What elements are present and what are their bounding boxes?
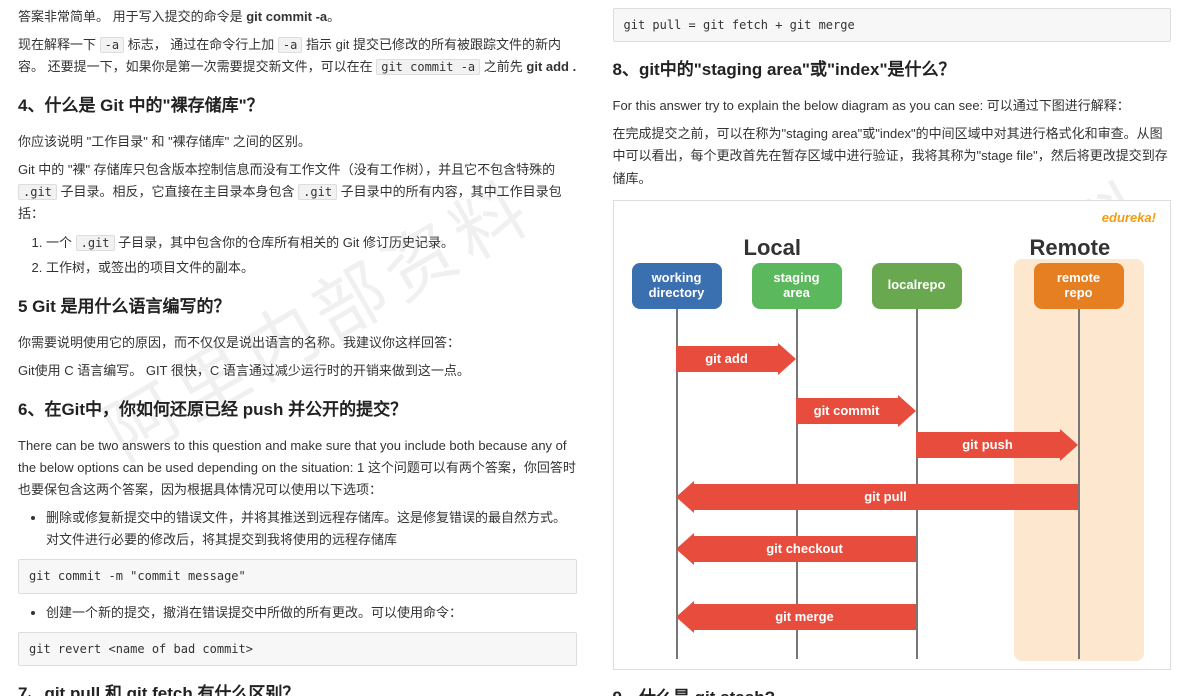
text: 答案非常简单。 用于写入提交的命令是 <box>18 9 246 24</box>
heading-4: 4、什么是 Git 中的"裸存储库"？ <box>18 92 577 121</box>
arrow-label: git push <box>916 432 1060 458</box>
heading-8: 8、git中的"staging area"或"index"是什么？ <box>613 56 1172 85</box>
node-lr: localrepo <box>872 263 962 309</box>
arrow-head-icon <box>898 395 916 427</box>
heading-7: 7、git pull 和 git fetch 有什么区别？ <box>18 680 577 696</box>
arrow-git-pull: git pull <box>676 481 1078 513</box>
code-inline: -a <box>278 37 302 53</box>
list-4: 一个 .git 子目录，其中包含你的仓库所有相关的 Git 修订历史记录。 工作… <box>46 232 577 279</box>
remote-region-label: Remote <box>1030 229 1111 266</box>
p8b: 在完成提交之前，可以在称为"staging area"或"index"的中间区域… <box>613 123 1172 189</box>
arrow-head-icon <box>676 601 694 633</box>
node-rr: remoterepo <box>1034 263 1124 309</box>
arrow-label: git pull <box>694 484 1078 510</box>
code-block-commit: git commit -m "commit message" <box>18 559 577 593</box>
vline-rr <box>1078 309 1080 659</box>
arrow-git-commit: git commit <box>796 395 916 427</box>
p8a: For this answer try to explain the below… <box>613 95 1172 117</box>
intro-line: 答案非常简单。 用于写入提交的命令是 git commit -a。 <box>18 6 577 28</box>
flag-explain: 现在解释一下 -a 标志， 通过在命令行上加 -a 指示 git 提交已修改的所… <box>18 34 577 78</box>
node-sa: stagingarea <box>752 263 842 309</box>
code-inline: .git <box>18 184 57 200</box>
arrow-git-add: git add <box>676 343 796 375</box>
heading-9: 9、什么是 git stash? <box>613 684 1172 696</box>
text: Git 中的 "裸" 存储库只包含版本控制信息而没有工作文件（没有工作树），并且… <box>18 162 555 177</box>
code-inline: .git <box>76 235 115 251</box>
list-item: 删除或修复新提交中的错误文件，并将其推送到远程存储库。这是修复错误的最自然方式。… <box>46 507 577 551</box>
p4b: Git 中的 "裸" 存储库只包含版本控制信息而没有工作文件（没有工作树），并且… <box>18 159 577 225</box>
p4a: 你应该说明 "工作目录" 和 "裸存储库" 之间的区别。 <box>18 131 577 153</box>
list-item: 创建一个新的提交，撤消在错误提交中所做的所有更改。可以使用命令： <box>46 602 577 624</box>
right-column: git pull = git fetch + git merge 8、git中的… <box>595 0 1189 696</box>
list-6b: 创建一个新的提交，撤消在错误提交中所做的所有更改。可以使用命令： <box>46 602 577 624</box>
arrow-head-icon <box>676 481 694 513</box>
arrow-head-icon <box>778 343 796 375</box>
brand-label: edureka! <box>1102 207 1156 229</box>
p5b: Git使用 C 语言编写。 GIT 很快，C 语言通过减少运行时的开销来做到这一… <box>18 360 577 382</box>
p5a: 你需要说明使用它的原因，而不仅仅是说出语言的名称。我建议你这样回答： <box>18 332 577 354</box>
text: 现在解释一下 <box>18 37 100 52</box>
code-block-pull: git pull = git fetch + git merge <box>613 8 1172 42</box>
arrow-git-merge: git merge <box>676 601 916 633</box>
p6a: There can be two answers to this questio… <box>18 435 577 501</box>
list-6a: 删除或修复新提交中的错误文件，并将其推送到远程存储库。这是修复错误的最自然方式。… <box>46 507 577 551</box>
text: 一个 <box>46 235 76 250</box>
bold: git add . <box>526 59 576 74</box>
arrow-git-push: git push <box>916 429 1078 461</box>
code-inline: .git <box>298 184 337 200</box>
arrow-git-checkout: git checkout <box>676 533 916 565</box>
arrow-head-icon <box>676 533 694 565</box>
list-item: 工作树，或签出的项目文件的副本。 <box>46 257 577 279</box>
text: 。 <box>327 9 340 24</box>
text: 子目录，其中包含你的仓库所有相关的 Git 修订历史记录。 <box>115 235 454 250</box>
local-region-label: Local <box>744 229 801 266</box>
arrow-label: git merge <box>694 604 916 630</box>
heading-5: 5 Git 是用什么语言编写的？ <box>18 293 577 322</box>
heading-6: 6、在Git中，你如何还原已经 push 并公开的提交？ <box>18 396 577 425</box>
code-inline: git commit -a <box>376 59 480 75</box>
git-workflow-diagram: edureka! Local Remote workingdirectory stagi… <box>613 200 1172 670</box>
left-column: 答案非常简单。 用于写入提交的命令是 git commit -a。 现在解释一下… <box>0 0 595 696</box>
arrow-head-icon <box>1060 429 1078 461</box>
arrow-label: git add <box>676 346 778 372</box>
text: 之前先 <box>480 59 526 74</box>
node-wd: workingdirectory <box>632 263 722 309</box>
text: 标志， 通过在命令行上加 <box>124 37 278 52</box>
arrow-label: git checkout <box>694 536 916 562</box>
code-inline: -a <box>100 37 124 53</box>
code-block-revert: git revert <name of bad commit> <box>18 632 577 666</box>
list-item: 一个 .git 子目录，其中包含你的仓库所有相关的 Git 修订历史记录。 <box>46 232 577 254</box>
bold: git commit -a <box>246 9 327 24</box>
arrow-label: git commit <box>796 398 898 424</box>
text: 子目录。相反，它直接在主目录本身包含 <box>57 184 298 199</box>
